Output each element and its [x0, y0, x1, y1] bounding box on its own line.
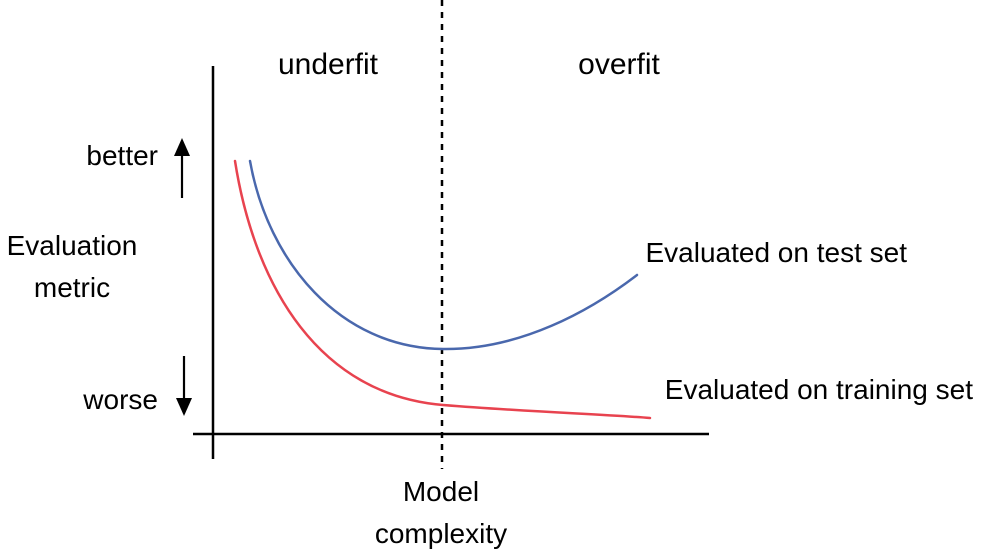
training-set-curve-label: Evaluated on training set: [665, 374, 973, 405]
y-axis-label-line2: metric: [34, 272, 110, 303]
worse-label: worse: [82, 384, 158, 415]
underfit-region-label: underfit: [278, 48, 379, 81]
test-set-curve-label: Evaluated on test set: [645, 237, 907, 268]
down-arrow-icon: [176, 356, 192, 416]
x-axis-label-line2: complexity: [375, 518, 507, 549]
training-set-curve: [233, 159, 652, 420]
y-axis-label-line1: Evaluation: [7, 230, 138, 261]
up-arrow-icon: [174, 138, 190, 198]
x-axis-label-line1: Model: [403, 476, 479, 507]
better-label: better: [86, 140, 158, 171]
test-set-curve: [248, 159, 639, 351]
overfit-region-label: overfit: [578, 48, 660, 81]
